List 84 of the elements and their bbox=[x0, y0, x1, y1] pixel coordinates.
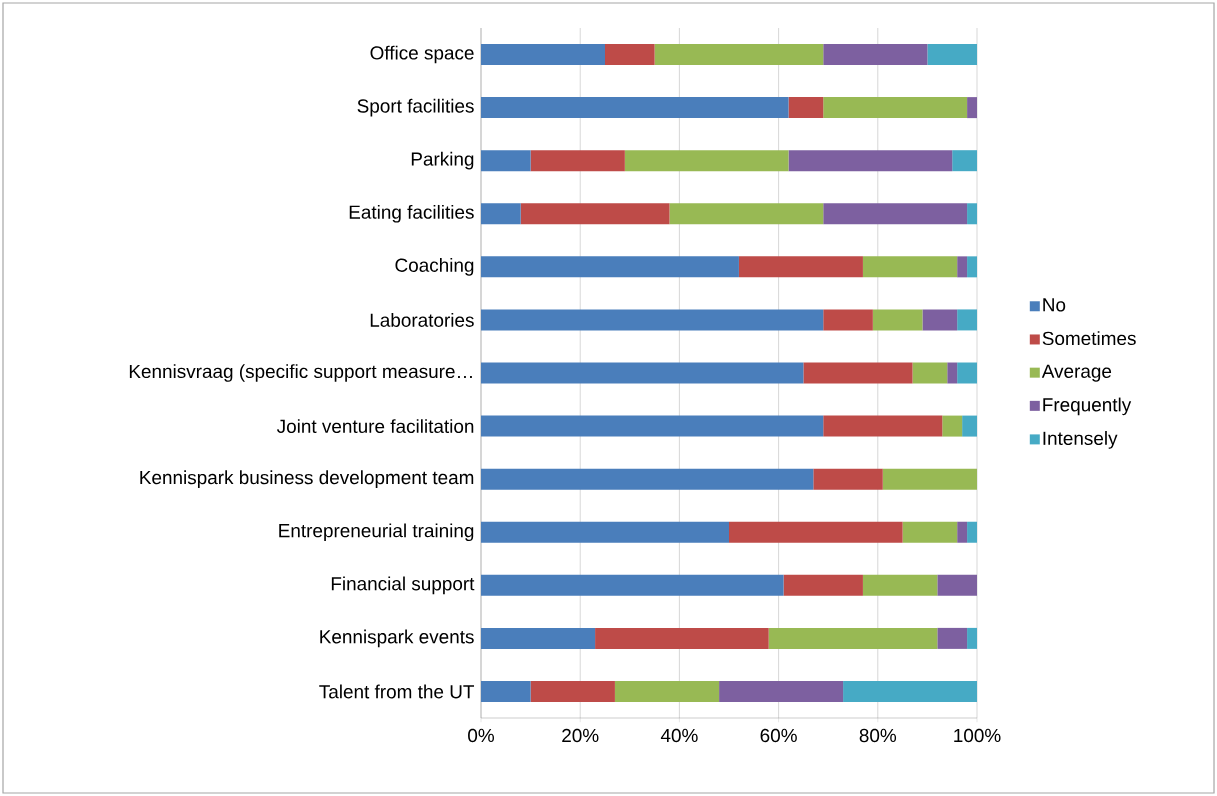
y-tick-label: Sport facilities bbox=[357, 98, 474, 117]
bar bbox=[882, 468, 978, 490]
bar bbox=[823, 44, 928, 66]
bar bbox=[957, 521, 968, 543]
bar bbox=[481, 574, 784, 596]
y-tick-label: Talent from the UT bbox=[319, 684, 475, 699]
x-tick-label: 40% bbox=[660, 728, 698, 743]
bar bbox=[595, 627, 769, 649]
bar bbox=[481, 44, 605, 66]
y-tick-label: Kennisvraag (specific support measure… bbox=[129, 364, 472, 382]
bar bbox=[788, 150, 953, 172]
y-tick-label: Eating facilities bbox=[349, 204, 474, 223]
bar bbox=[481, 680, 531, 702]
bar bbox=[843, 680, 978, 702]
bar bbox=[962, 415, 978, 437]
bar bbox=[729, 521, 903, 543]
y-tick-label: Kennispark events bbox=[320, 629, 474, 648]
bar bbox=[605, 44, 655, 66]
y-tick-label: Kennispark business development team bbox=[140, 470, 474, 488]
bar bbox=[937, 627, 968, 649]
bar bbox=[481, 627, 596, 649]
legend-label: Average bbox=[1041, 364, 1112, 382]
bar bbox=[823, 415, 943, 437]
bar bbox=[530, 680, 615, 702]
bar bbox=[813, 468, 883, 490]
bar bbox=[719, 680, 844, 702]
bar bbox=[614, 680, 720, 702]
bar bbox=[952, 150, 978, 172]
bar bbox=[967, 203, 978, 225]
bar bbox=[967, 521, 978, 543]
y-tick-label: Financial support bbox=[331, 576, 475, 595]
bar bbox=[872, 309, 923, 331]
y-tick-label: Coaching bbox=[395, 258, 474, 276]
bar bbox=[520, 203, 670, 225]
bar bbox=[823, 203, 968, 225]
bar bbox=[823, 97, 968, 119]
legend-label: No bbox=[1043, 298, 1066, 312]
bar bbox=[481, 415, 824, 437]
bar bbox=[654, 44, 824, 66]
bar bbox=[481, 468, 814, 490]
bar bbox=[481, 256, 739, 278]
bar bbox=[481, 97, 789, 119]
bar bbox=[738, 256, 863, 278]
bar bbox=[803, 362, 913, 384]
bar bbox=[783, 574, 863, 596]
x-tick-label: 100% bbox=[954, 728, 1001, 743]
x-tick-label: 60% bbox=[760, 728, 797, 743]
bar bbox=[937, 574, 978, 596]
bar bbox=[957, 309, 978, 331]
bar bbox=[768, 627, 938, 649]
x-tick-label: 20% bbox=[562, 728, 599, 743]
bar bbox=[967, 256, 978, 278]
bar bbox=[481, 150, 531, 172]
bar bbox=[922, 309, 958, 331]
bar bbox=[967, 627, 978, 649]
bar bbox=[967, 97, 978, 119]
bar bbox=[912, 362, 948, 384]
legend-label: Intensely bbox=[1043, 431, 1118, 449]
bar bbox=[481, 521, 729, 543]
legend-label: Frequently bbox=[1043, 397, 1132, 416]
bar bbox=[862, 256, 958, 278]
bar bbox=[927, 44, 978, 66]
bar bbox=[530, 150, 625, 172]
y-tick-label: Entrepreneurial training bbox=[279, 523, 474, 542]
bar bbox=[823, 309, 873, 331]
x-tick-label: 80% bbox=[859, 728, 897, 743]
bar bbox=[947, 362, 958, 384]
bar bbox=[624, 150, 789, 172]
bar bbox=[481, 309, 824, 331]
y-tick-label: Laboratories bbox=[370, 312, 474, 327]
y-tick-label: Joint venture facilitation bbox=[276, 419, 474, 434]
bar bbox=[902, 521, 958, 543]
bar bbox=[788, 97, 824, 119]
bar bbox=[942, 415, 963, 437]
bar bbox=[481, 362, 804, 384]
bar bbox=[862, 574, 938, 596]
bar bbox=[481, 203, 521, 225]
bar bbox=[957, 362, 978, 384]
y-tick-label: Office space bbox=[370, 45, 474, 64]
y-tick-label: Parking bbox=[411, 151, 474, 170]
x-tick-label: 0% bbox=[468, 728, 494, 743]
bar bbox=[669, 203, 824, 225]
bar bbox=[957, 256, 968, 278]
legend-label: Sometimes bbox=[1042, 331, 1136, 346]
